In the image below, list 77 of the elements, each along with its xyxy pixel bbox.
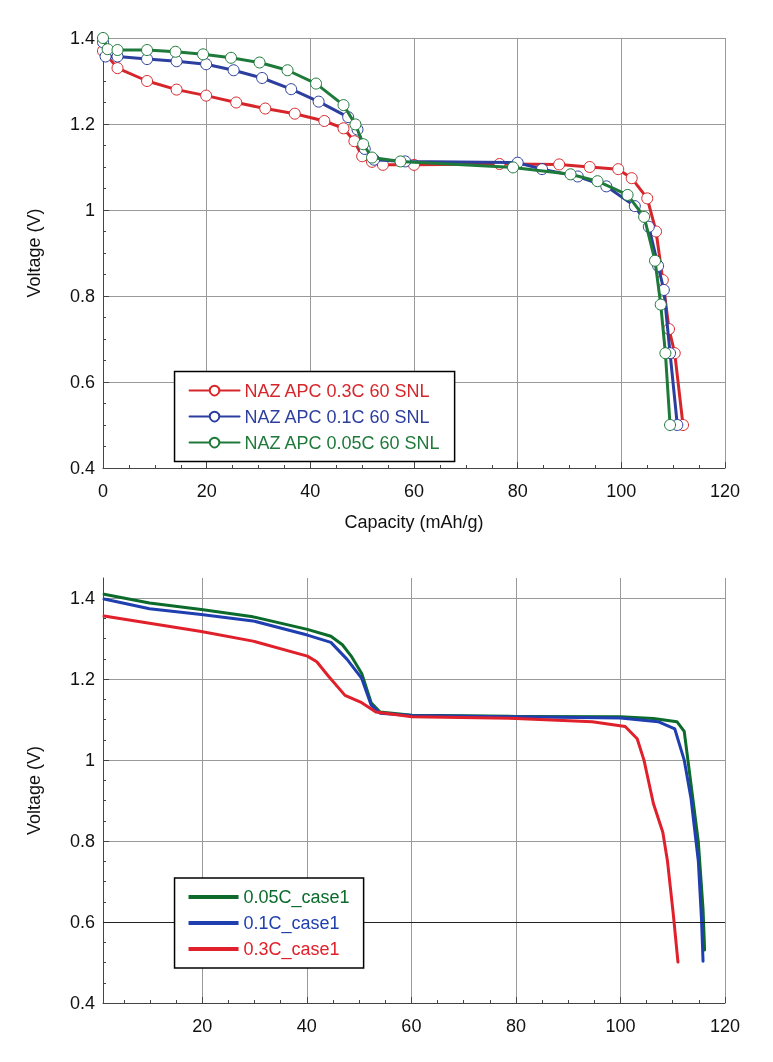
- point: [227, 64, 240, 77]
- y-tick-label: 0.4: [69, 458, 95, 478]
- point: [583, 161, 596, 173]
- point: [230, 96, 243, 109]
- point: [641, 192, 654, 205]
- y-tick-label: 1: [84, 200, 95, 220]
- y-tick-label: 0.4: [69, 993, 95, 1013]
- point: [664, 419, 677, 431]
- x-tick-label: 40: [296, 1016, 317, 1036]
- legend-label: NAZ APC 0.05C 60 SNL: [244, 432, 440, 453]
- point: [638, 210, 651, 223]
- point: [312, 95, 325, 108]
- point: [170, 83, 183, 96]
- y-tick-label: 1: [84, 750, 95, 771]
- point: [318, 114, 331, 127]
- point: [197, 48, 210, 61]
- point: [310, 77, 323, 90]
- point: [649, 254, 662, 267]
- point: [337, 99, 350, 112]
- x-tick-label: 60: [403, 481, 425, 501]
- point: [357, 138, 370, 151]
- point: [288, 107, 301, 120]
- point: [507, 161, 519, 174]
- point: [621, 188, 634, 201]
- x-tick-label: 60: [401, 1016, 422, 1036]
- point: [111, 44, 124, 57]
- point: [97, 32, 109, 44]
- y-axis-title: Voltage (V): [24, 208, 44, 298]
- point: [253, 56, 266, 69]
- x-tick-label: 100: [605, 1016, 636, 1036]
- x-tick-label: 80: [505, 1016, 526, 1036]
- x-tick-label: 100: [606, 481, 637, 501]
- point: [101, 43, 114, 56]
- legend-label: 0.3C_case1: [243, 939, 340, 960]
- legend-label: NAZ APC 0.3C 60 SNL: [244, 380, 430, 401]
- point: [337, 122, 350, 135]
- point: [200, 89, 213, 102]
- point: [285, 83, 298, 96]
- legend-label: NAZ APC 0.1C 60 SNL: [244, 406, 430, 427]
- point: [591, 175, 604, 188]
- point: [170, 55, 183, 68]
- x-tick-label: 20: [192, 1016, 213, 1036]
- point: [111, 62, 124, 75]
- point: [259, 102, 272, 115]
- x-tick-label: 120: [709, 1016, 741, 1036]
- point: [169, 45, 182, 58]
- x-tick-label: 40: [300, 481, 321, 501]
- point: [225, 51, 238, 64]
- x-tick-label: 0: [97, 481, 109, 501]
- point: [553, 158, 566, 171]
- point: [141, 75, 154, 87]
- point: [256, 71, 269, 84]
- point: [654, 298, 667, 311]
- y-tick-label: 1.2: [69, 669, 95, 690]
- point: [564, 168, 577, 181]
- legend-label: 0.1C_case1: [243, 913, 340, 934]
- y-tick-label: 1.4: [69, 28, 95, 48]
- y-tick-label: 1.4: [69, 588, 95, 609]
- point: [200, 58, 213, 71]
- y-tick-label: 0.6: [69, 372, 95, 392]
- legend-label: 0.05C_case1: [243, 887, 350, 908]
- x-tick-label: 80: [507, 481, 528, 501]
- y-axis-title: Voltage (V): [24, 745, 44, 836]
- point: [141, 44, 154, 57]
- point: [612, 163, 625, 176]
- x-axis-title: Capacity (mAh/g): [344, 512, 484, 532]
- point: [281, 64, 294, 77]
- point: [659, 347, 672, 360]
- y-tick-label: 0.6: [69, 912, 95, 933]
- y-tick-label: 0.8: [69, 831, 95, 852]
- x-tick-label: 20: [196, 481, 217, 501]
- y-tick-label: 0.8: [69, 286, 95, 306]
- y-tick-label: 1.2: [69, 114, 95, 134]
- point: [394, 155, 407, 168]
- x-tick-label: 120: [709, 481, 741, 501]
- point: [625, 172, 638, 185]
- point: [349, 118, 362, 131]
